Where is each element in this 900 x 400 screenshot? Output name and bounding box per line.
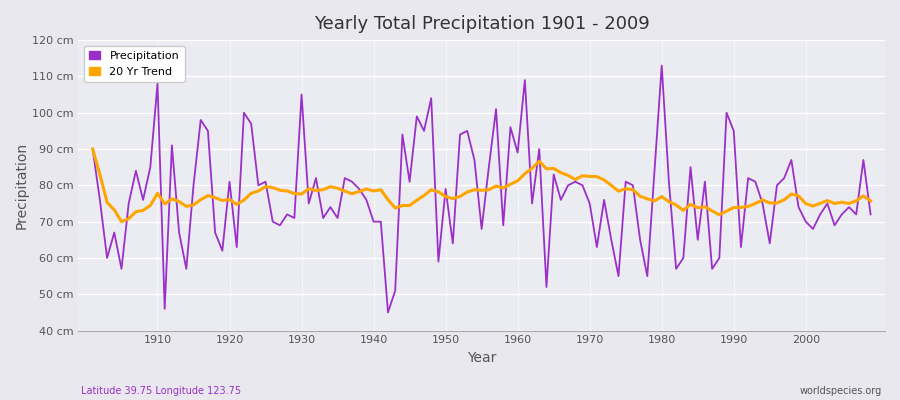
- Y-axis label: Precipitation: Precipitation: [15, 142, 29, 229]
- Text: worldspecies.org: worldspecies.org: [800, 386, 882, 396]
- X-axis label: Year: Year: [467, 351, 496, 365]
- Text: Latitude 39.75 Longitude 123.75: Latitude 39.75 Longitude 123.75: [81, 386, 241, 396]
- Title: Yearly Total Precipitation 1901 - 2009: Yearly Total Precipitation 1901 - 2009: [314, 15, 650, 33]
- Legend: Precipitation, 20 Yr Trend: Precipitation, 20 Yr Trend: [84, 46, 184, 82]
